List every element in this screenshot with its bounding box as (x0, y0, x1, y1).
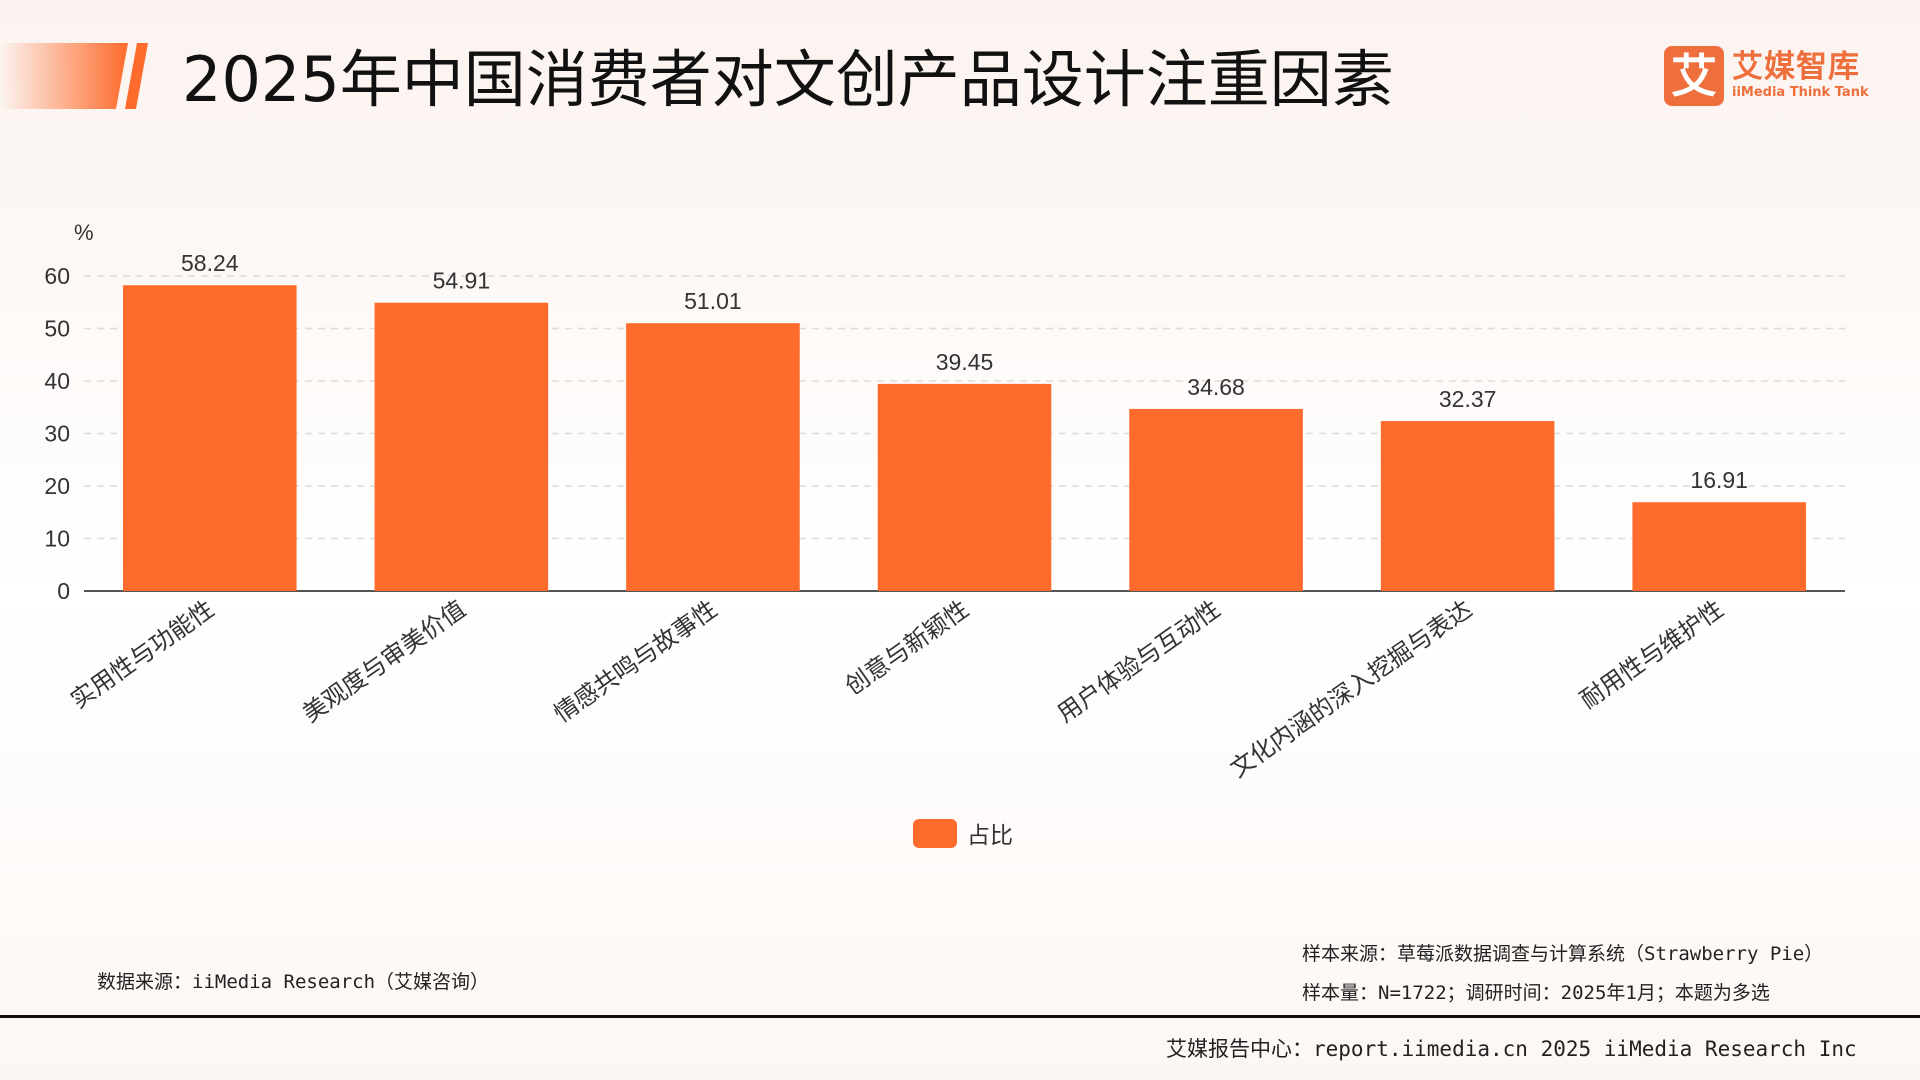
category-label: 情感共鸣与故事性 (549, 595, 722, 728)
page-title: 2025年中国消费者对文创产品设计注重因素 (182, 43, 1394, 116)
bar (877, 383, 1052, 591)
logo-name-cn: 艾媒智库 (1732, 49, 1860, 85)
category-label: 实用性与功能性 (66, 595, 220, 714)
category-label: 用户体验与互动性 (1052, 595, 1225, 728)
bar-chart: 0 10 20 30 40 50 60 58.24 54.91 51.01 39.45 34.68 3… (44, 220, 1845, 783)
data-label: 54.91 (433, 268, 491, 294)
category-label: 耐用性与维护性 (1575, 595, 1729, 714)
legend-label: 占比 (967, 823, 1013, 849)
data-label: 16.91 (1690, 467, 1748, 493)
data-source-note: 数据来源：iiMedia Research（艾媒咨询） (97, 971, 490, 993)
sample-source-note: 样本来源：草莓派数据调查与计算系统（Strawberry Pie） (1302, 943, 1824, 965)
y-tick-label: 30 (44, 421, 70, 447)
sample-size-note: 样本量：N=1722；调研时间：2025年1月；本题为多选 (1302, 982, 1770, 1004)
data-label: 32.37 (1439, 386, 1497, 412)
data-label: 58.24 (181, 250, 239, 276)
y-tick-label: 0 (57, 578, 70, 604)
bar (1129, 408, 1303, 591)
legend-swatch (913, 818, 957, 848)
bar (374, 302, 549, 591)
bar (1632, 502, 1807, 591)
category-label: 创意与新颖性 (840, 595, 974, 701)
data-label: 34.68 (1187, 374, 1245, 400)
bar (626, 323, 800, 591)
data-label: 51.01 (684, 288, 742, 314)
title-accent-stripes (0, 43, 148, 109)
y-tick-label: 20 (44, 473, 70, 499)
y-tick-label: 60 (44, 263, 70, 289)
footer-divider (0, 1015, 1920, 1018)
y-tick-label: 40 (44, 368, 70, 394)
bar (1380, 421, 1555, 591)
brand-logo: 艾 艾媒智库 iiMedia Think Tank (1664, 46, 1869, 106)
y-tick-label: 10 (44, 526, 70, 552)
data-label: 39.45 (936, 349, 994, 375)
bar (122, 285, 297, 591)
logo-mark: 艾 (1664, 46, 1724, 106)
logo-name-en: iiMedia Think Tank (1732, 85, 1869, 100)
category-label: 美观度与审美价值 (297, 595, 470, 728)
y-tick-label: 50 (44, 316, 70, 342)
footer-credit: 艾媒报告中心：report.iimedia.cn 2025 iiMedia Re… (1166, 1037, 1857, 1061)
chart-legend: 占比 (913, 816, 1013, 850)
category-label: 文化内涵的深入挖掘与表达 (1225, 595, 1477, 783)
y-axis-unit: % (74, 220, 94, 245)
